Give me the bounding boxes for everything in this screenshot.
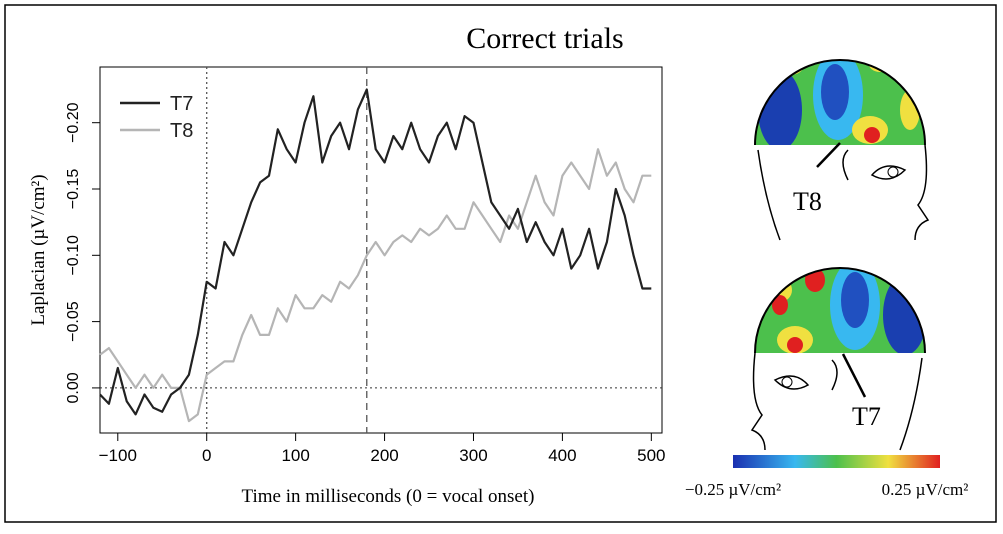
x-tick-label: 300: [459, 446, 487, 465]
plot-area: [99, 66, 663, 434]
scalp-label: T8: [793, 187, 822, 216]
y-tick-label: −0.10: [65, 235, 82, 276]
x-tick-label: 400: [548, 446, 576, 465]
data-line: [99, 88, 652, 416]
x-axis-label: Time in milliseconds (0 = vocal onset): [242, 486, 535, 507]
y-tick-label: −0.05: [65, 301, 82, 342]
y-tick-label: −0.15: [65, 169, 82, 210]
scalp-map: T7: [750, 267, 926, 451]
y-tick-label: −0.20: [65, 102, 82, 143]
colorbar-label: 0.25 µV/cm²: [882, 480, 969, 499]
x-tick-label: 0: [202, 446, 211, 465]
scalp-label: T7: [852, 402, 881, 431]
data-line: [99, 148, 652, 423]
y-tick-label: 0.00: [65, 372, 82, 403]
legend-label: T8: [170, 120, 193, 142]
legend-label: T7: [170, 93, 193, 115]
x-tick-label: 500: [637, 446, 665, 465]
x-tick-label: −100: [99, 446, 137, 465]
x-tick-label: 100: [281, 446, 309, 465]
colorbar: [733, 455, 940, 468]
colorbar-label: −0.25 µV/cm²: [685, 480, 781, 499]
frame: [4, 4, 997, 523]
chart-title: Correct trials: [466, 22, 623, 55]
y-axis-label: Laplacian (µV/cm²): [28, 174, 49, 325]
scalp-map: T8: [754, 59, 930, 241]
x-tick-label: 200: [370, 446, 398, 465]
